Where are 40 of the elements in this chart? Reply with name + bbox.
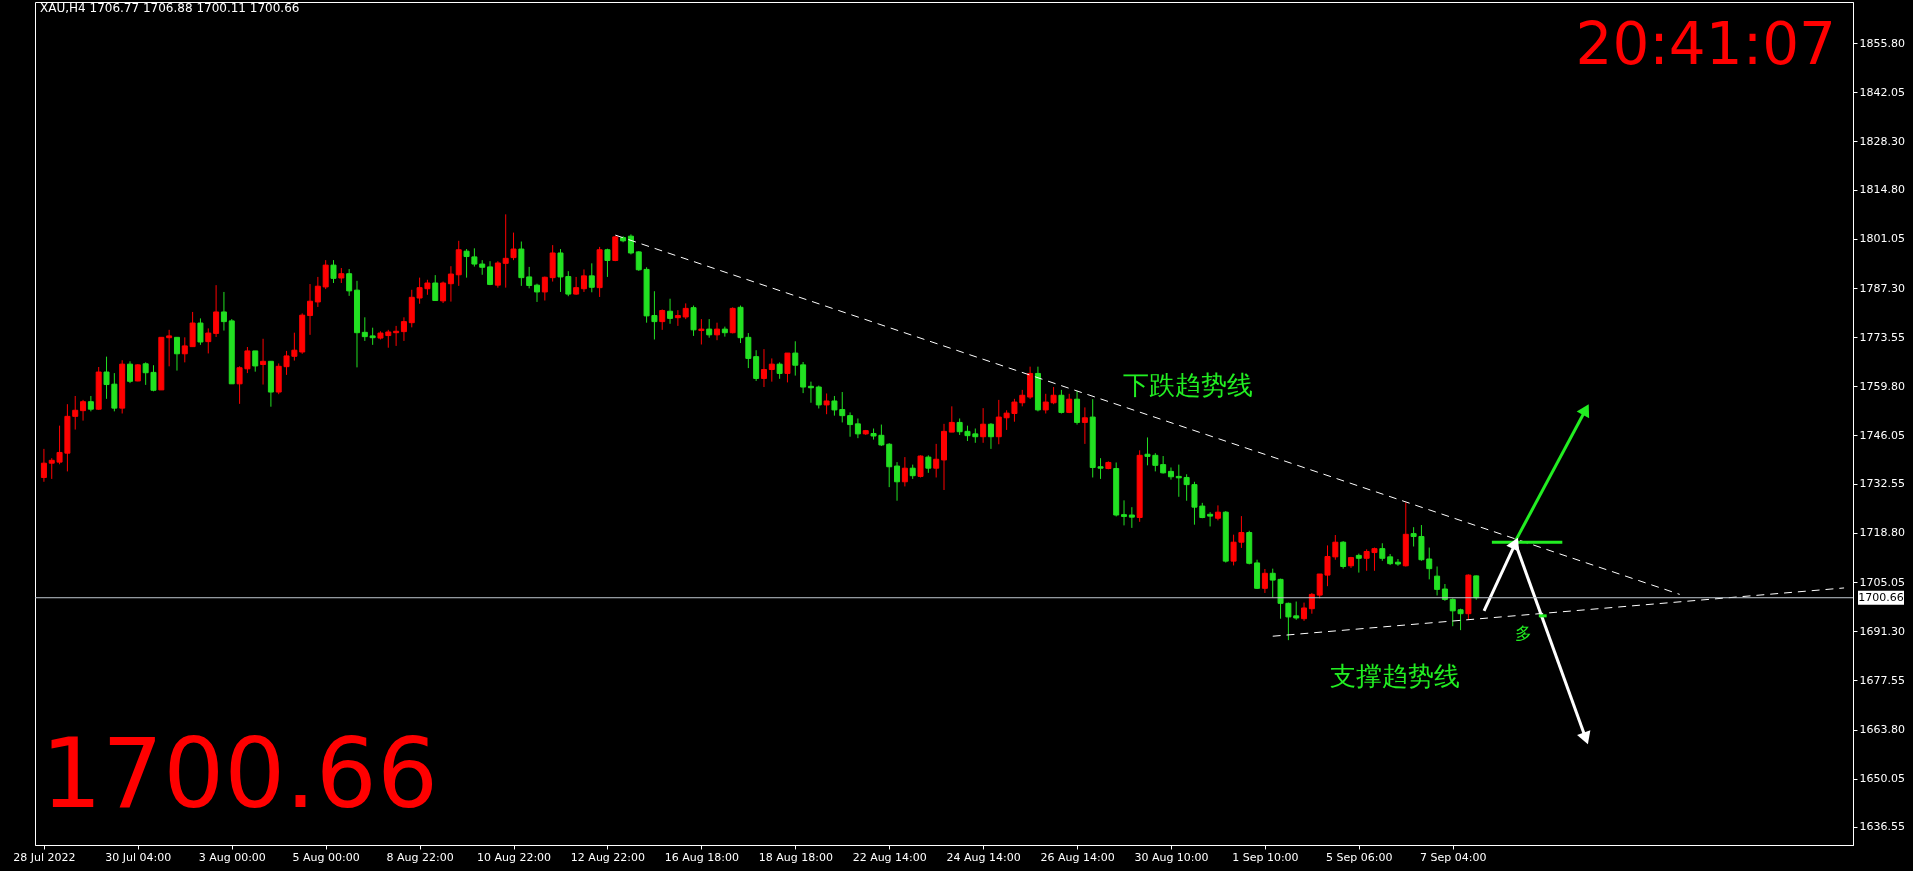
y-tick-label: 1773.55: [1859, 330, 1905, 344]
annotation: 1700.66: [41, 718, 438, 830]
x-tick-label: 26 Aug 14:00: [1040, 850, 1115, 864]
y-tick-label: 1636.55: [1859, 820, 1905, 834]
y-tick-label: 1828.30: [1859, 134, 1905, 148]
y-tick-label: 1663.80: [1859, 723, 1905, 737]
x-tick-label: 3 Aug 00:00: [198, 850, 266, 864]
chart-title: XAU,H4 1706.77 1706.88 1700.11 1700.66: [40, 1, 300, 15]
x-tick-label: 12 Aug 22:00: [570, 850, 646, 864]
y-tick-label: 1759.80: [1859, 379, 1905, 393]
x-tick-label: 5 Sep 06:00: [1326, 850, 1393, 864]
x-tick-label: 5 Aug 00:00: [292, 850, 360, 864]
x-tick-label: 8 Aug 22:00: [386, 850, 454, 864]
y-tick-label: 1814.80: [1859, 183, 1905, 197]
x-tick-label: 1 Sep 10:00: [1232, 850, 1299, 864]
x-tick-label: 28 Jul 2022: [13, 850, 76, 864]
y-tick-label: 1855.80: [1859, 36, 1905, 50]
x-tick-label: 22 Aug 14:00: [852, 850, 927, 864]
y-tick-label: 1801.05: [1859, 232, 1905, 246]
annotation: 多: [1514, 623, 1532, 643]
ref-line-label: 1700.66: [1858, 590, 1904, 604]
x-tick-label: 16 Aug 18:00: [664, 850, 739, 864]
x-tick-label: 30 Jul 04:00: [105, 850, 172, 864]
y-tick-label: 1677.55: [1859, 673, 1905, 687]
y-tick-label: 1705.05: [1859, 575, 1905, 589]
y-tick-label: 1718.80: [1859, 526, 1905, 540]
x-tick-label: 7 Sep 04:00: [1420, 850, 1487, 864]
y-tick-label: 1787.30: [1859, 281, 1905, 295]
x-tick-label: 24 Aug 14:00: [946, 850, 1021, 864]
y-tick-label: 1691.30: [1859, 624, 1905, 638]
y-tick-label: 1732.55: [1859, 477, 1905, 491]
y-tick-label: 1842.05: [1859, 85, 1905, 99]
annotation: 下跌趋势线: [1123, 370, 1253, 400]
x-tick-label: 30 Aug 10:00: [1134, 850, 1209, 864]
annotation: 20:41:07: [1575, 10, 1836, 78]
y-tick-label: 1650.05: [1859, 772, 1905, 786]
x-tick-label: 10 Aug 22:00: [476, 850, 552, 864]
annotation: 支撑趋势线: [1330, 661, 1460, 691]
y-tick-label: 1746.05: [1859, 428, 1905, 442]
x-tick-label: 18 Aug 18:00: [758, 850, 833, 864]
